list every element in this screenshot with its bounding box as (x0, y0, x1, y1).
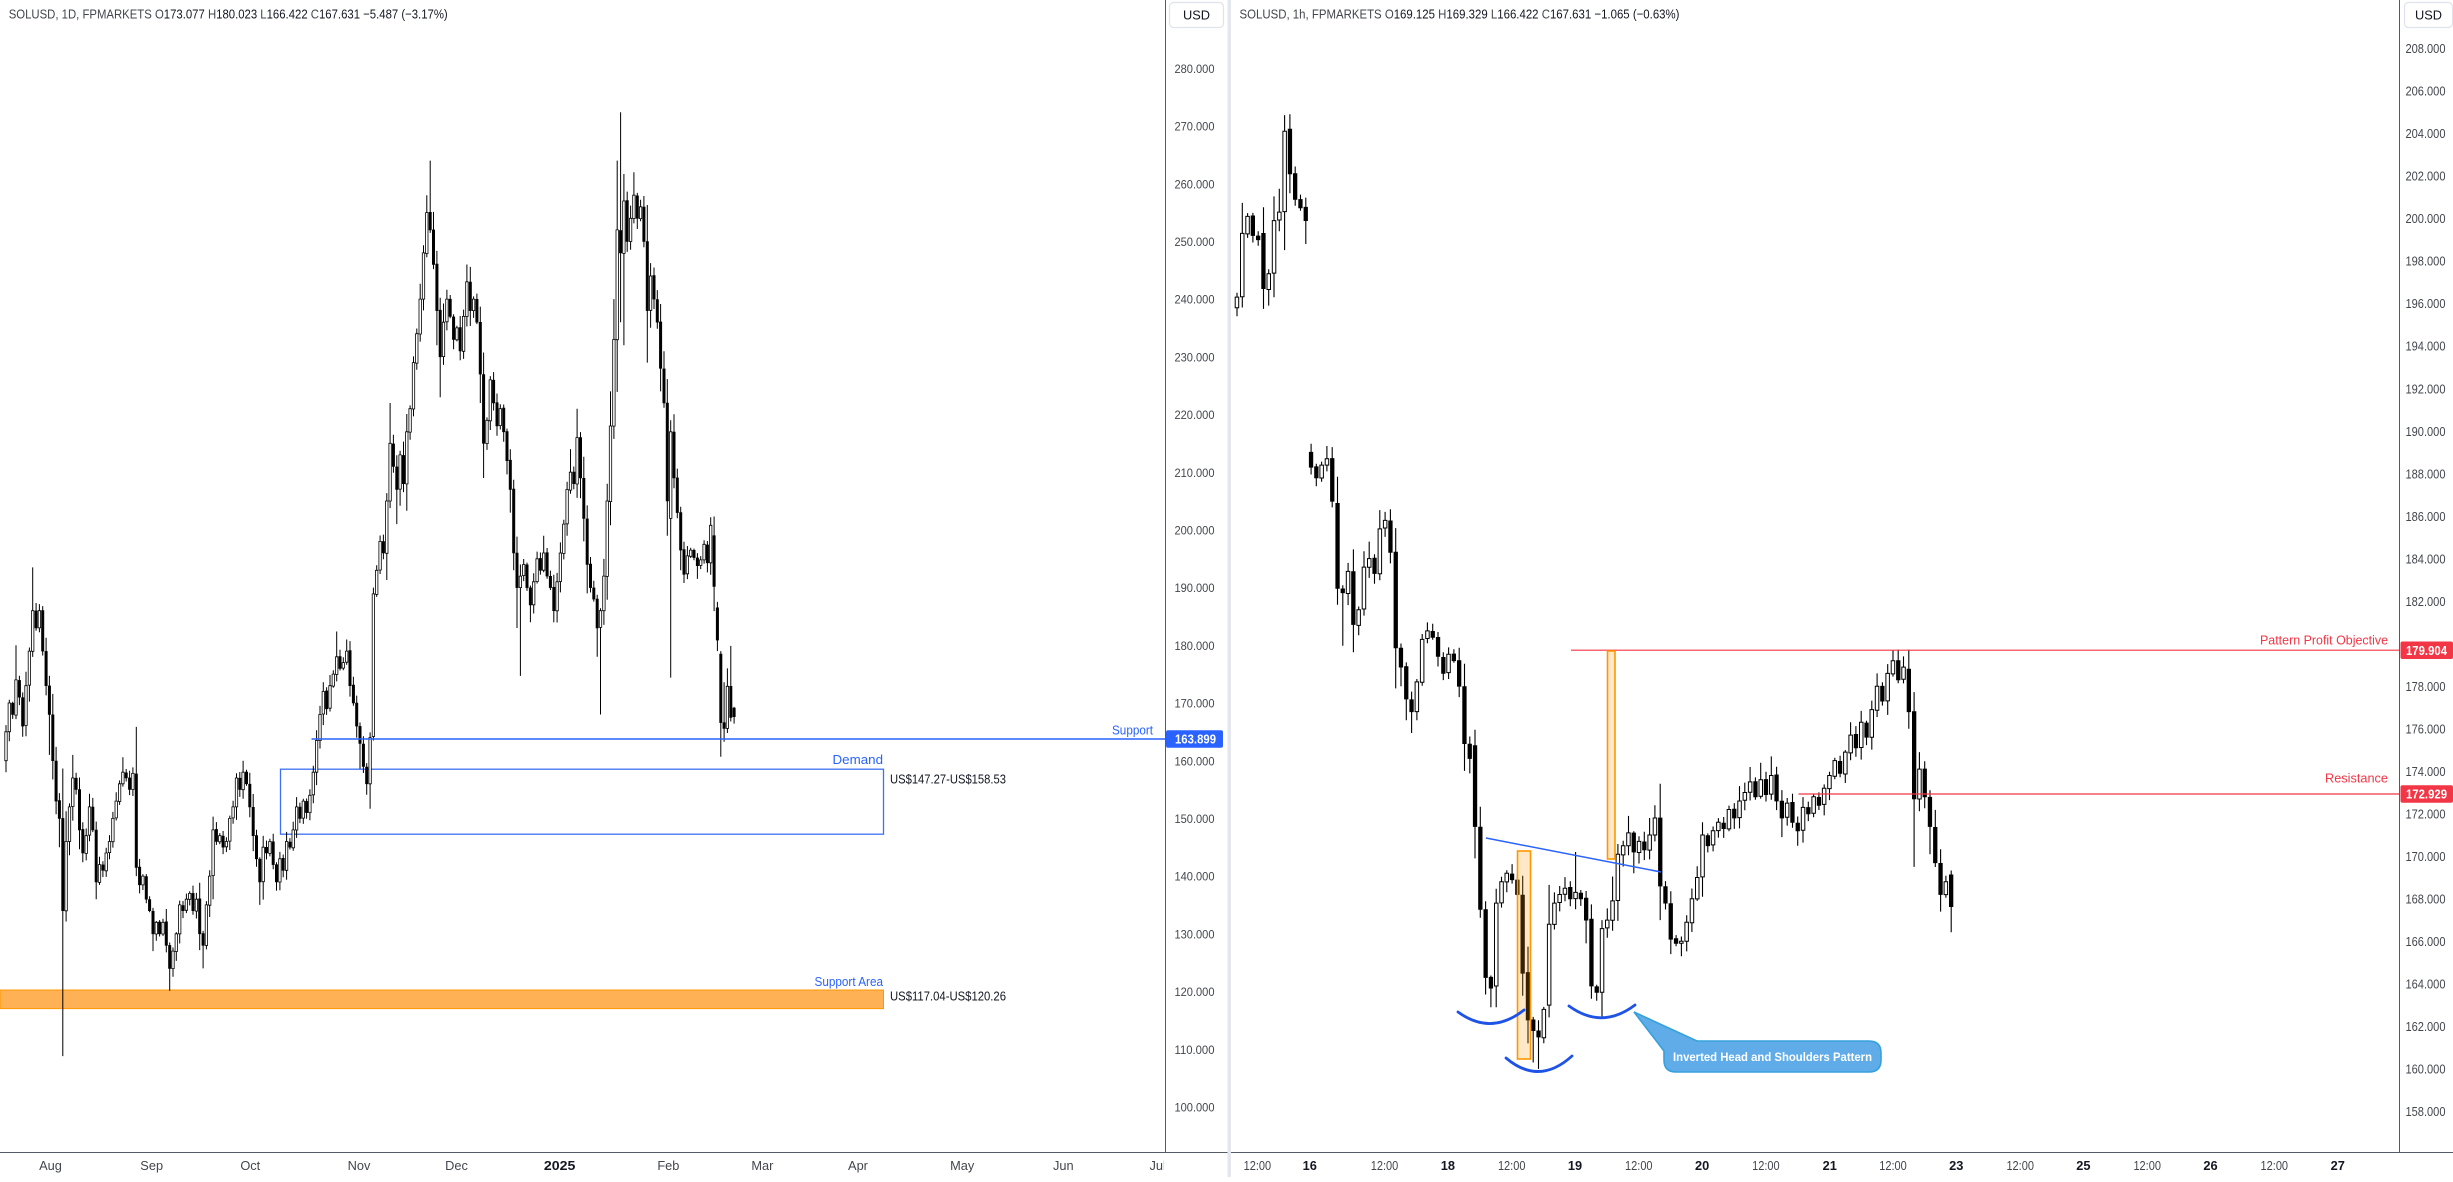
svg-text:206.000: 206.000 (2406, 84, 2446, 99)
svg-text:160.000: 160.000 (2406, 1062, 2446, 1077)
svg-text:200.000: 200.000 (2406, 211, 2446, 226)
svg-text:172.929: 172.929 (2406, 788, 2447, 802)
svg-text:USD: USD (2415, 8, 2442, 23)
svg-text:Feb: Feb (657, 1158, 679, 1173)
svg-text:Oct: Oct (240, 1158, 260, 1173)
svg-text:120.000: 120.000 (1175, 985, 1215, 999)
svg-text:Jul: Jul (1150, 1158, 1166, 1173)
svg-text:12:00: 12:00 (2133, 1158, 2161, 1173)
svg-text:Sep: Sep (140, 1158, 163, 1173)
svg-text:12:00: 12:00 (1371, 1158, 1399, 1173)
svg-text:12:00: 12:00 (1498, 1158, 1526, 1173)
svg-text:150.000: 150.000 (1175, 812, 1215, 826)
svg-text:19: 19 (1568, 1158, 1582, 1173)
svg-text:190.000: 190.000 (1175, 581, 1215, 595)
svg-text:SOLUSD, 1D, FPMARKETS O173.07: SOLUSD, 1D, FPMARKETS O173.077 H180.023 … (9, 7, 448, 22)
svg-text:26: 26 (2203, 1158, 2217, 1173)
svg-text:166.000: 166.000 (2406, 934, 2446, 949)
svg-text:198.000: 198.000 (2406, 254, 2446, 269)
svg-text:172.000: 172.000 (2406, 806, 2446, 821)
svg-text:Nov: Nov (348, 1158, 371, 1173)
svg-text:200.000: 200.000 (1175, 524, 1215, 538)
svg-text:220.000: 220.000 (1175, 408, 1215, 422)
svg-text:Inverted Head and Shoulders Pa: Inverted Head and Shoulders Pattern (1673, 1050, 1872, 1064)
svg-text:158.000: 158.000 (2406, 1104, 2446, 1119)
svg-text:188.000: 188.000 (2406, 466, 2446, 481)
svg-text:176.000: 176.000 (2406, 721, 2446, 736)
svg-text:Jun: Jun (1053, 1158, 1074, 1173)
svg-text:16: 16 (1303, 1158, 1317, 1173)
svg-text:178.000: 178.000 (2406, 679, 2446, 694)
svg-text:US$147.27-US$158.53: US$147.27-US$158.53 (890, 772, 1006, 787)
svg-text:25: 25 (2076, 1158, 2090, 1173)
svg-text:180.000: 180.000 (1175, 639, 1215, 653)
svg-text:210.000: 210.000 (1175, 466, 1215, 480)
svg-text:160.000: 160.000 (1175, 754, 1215, 768)
svg-text:18: 18 (1441, 1158, 1455, 1173)
svg-text:204.000: 204.000 (2406, 126, 2446, 141)
svg-text:170.000: 170.000 (1175, 697, 1215, 711)
svg-text:Mar: Mar (751, 1158, 774, 1173)
svg-text:100.000: 100.000 (1175, 1101, 1215, 1115)
svg-text:170.000: 170.000 (2406, 849, 2446, 864)
svg-text:194.000: 194.000 (2406, 339, 2446, 354)
svg-text:Pattern Profit Objective: Pattern Profit Objective (2260, 633, 2388, 648)
svg-text:21: 21 (1823, 1158, 1837, 1173)
svg-text:162.000: 162.000 (2406, 1019, 2446, 1034)
svg-text:Demand: Demand (833, 752, 884, 767)
svg-text:168.000: 168.000 (2406, 892, 2446, 907)
svg-text:208.000: 208.000 (2406, 41, 2446, 56)
svg-text:186.000: 186.000 (2406, 509, 2446, 524)
svg-text:110.000: 110.000 (1175, 1043, 1215, 1057)
svg-text:SOLUSD, 1h, FPMARKETS O169.12: SOLUSD, 1h, FPMARKETS O169.125 H169.329 … (1240, 7, 1680, 22)
svg-text:260.000: 260.000 (1175, 177, 1215, 191)
svg-text:12:00: 12:00 (2261, 1158, 2289, 1173)
svg-text:Support: Support (1112, 723, 1153, 738)
svg-text:USD: USD (1183, 8, 1210, 23)
svg-text:202.000: 202.000 (2406, 169, 2446, 184)
svg-text:184.000: 184.000 (2406, 551, 2446, 566)
svg-text:12:00: 12:00 (2006, 1158, 2034, 1173)
svg-text:182.000: 182.000 (2406, 594, 2446, 609)
svg-text:174.000: 174.000 (2406, 764, 2446, 779)
svg-text:Aug: Aug (39, 1158, 62, 1173)
svg-text:179.904: 179.904 (2406, 644, 2447, 658)
svg-text:12:00: 12:00 (1244, 1158, 1272, 1173)
svg-text:May: May (950, 1158, 975, 1173)
svg-text:12:00: 12:00 (1752, 1158, 1780, 1173)
svg-text:140.000: 140.000 (1175, 870, 1215, 884)
svg-text:270.000: 270.000 (1175, 120, 1215, 134)
svg-text:12:00: 12:00 (1879, 1158, 1907, 1173)
svg-text:Dec: Dec (445, 1158, 468, 1173)
svg-text:12:00: 12:00 (1625, 1158, 1653, 1173)
svg-text:164.000: 164.000 (2406, 977, 2446, 992)
svg-text:US$117.04-US$120.26: US$117.04-US$120.26 (890, 989, 1006, 1004)
svg-text:20: 20 (1695, 1158, 1709, 1173)
svg-text:163.899: 163.899 (1175, 733, 1216, 747)
svg-text:27: 27 (2331, 1158, 2345, 1173)
svg-text:Support Area: Support Area (815, 974, 884, 989)
svg-text:192.000: 192.000 (2406, 381, 2446, 396)
svg-text:130.000: 130.000 (1175, 927, 1215, 941)
svg-text:190.000: 190.000 (2406, 424, 2446, 439)
svg-text:2025: 2025 (544, 1158, 576, 1173)
svg-text:Resistance: Resistance (2325, 771, 2388, 786)
svg-text:280.000: 280.000 (1175, 62, 1215, 76)
svg-text:250.000: 250.000 (1175, 235, 1215, 249)
svg-text:230.000: 230.000 (1175, 350, 1215, 364)
svg-text:240.000: 240.000 (1175, 293, 1215, 307)
svg-text:23: 23 (1949, 1158, 1963, 1173)
svg-text:196.000: 196.000 (2406, 296, 2446, 311)
svg-text:Apr: Apr (848, 1158, 869, 1173)
